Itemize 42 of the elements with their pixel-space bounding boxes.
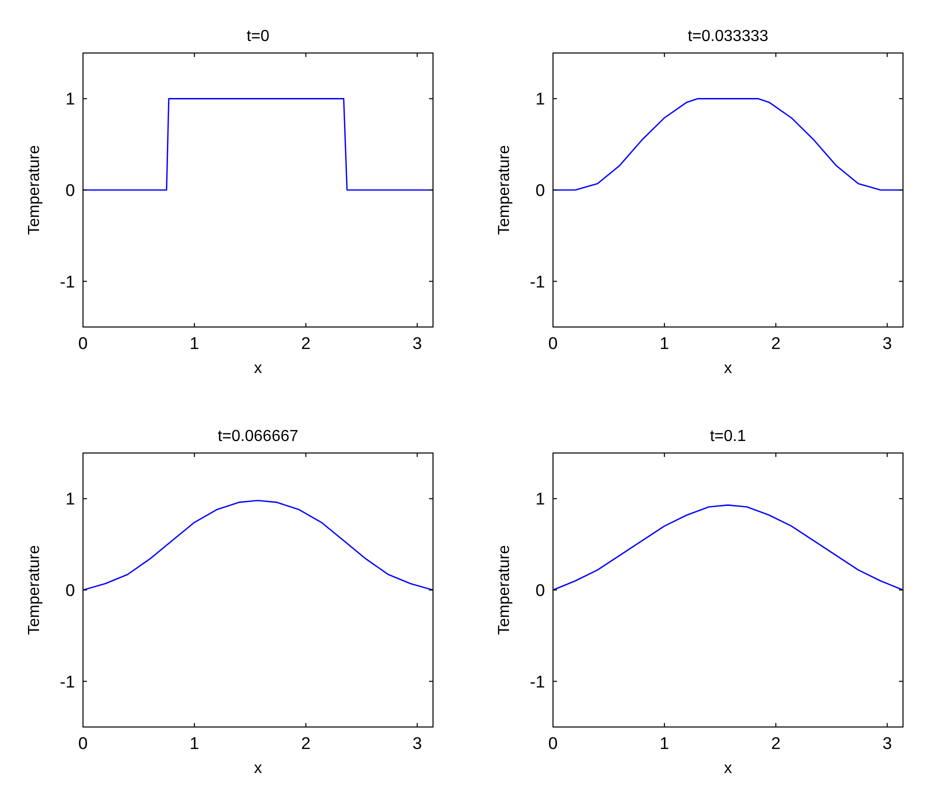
y-tick-label: -1 — [60, 272, 75, 292]
y-tick-label: 0 — [66, 180, 75, 200]
x-tick-label: 3 — [882, 334, 892, 353]
x-tick-label: 1 — [190, 334, 200, 353]
x-axis-title: x — [724, 760, 732, 777]
y-axis-title: Temperature — [26, 144, 43, 235]
x-tick-label: 3 — [882, 734, 892, 753]
x-tick-label: 2 — [301, 334, 311, 353]
y-tick-label: 1 — [66, 490, 75, 509]
y-axis-title: Temperature — [496, 544, 513, 635]
x-tick-label: 2 — [771, 334, 781, 353]
x-tick-label: 3 — [412, 334, 422, 353]
chart-title: t=0 — [246, 28, 270, 45]
x-tick-label: 2 — [771, 734, 781, 753]
x-tick-label: 0 — [78, 734, 88, 753]
x-axis-title: x — [254, 760, 262, 777]
y-tick-label: -1 — [60, 672, 75, 692]
line-series — [83, 500, 433, 591]
x-tick-label: 1 — [660, 334, 670, 353]
y-tick-label: 1 — [536, 90, 545, 109]
y-tick-label: 0 — [536, 180, 545, 200]
chart-title: t=0.033333 — [688, 28, 768, 45]
x-tick-label: 3 — [412, 734, 422, 753]
x-tick-label: 0 — [548, 334, 558, 353]
chart-title: t=0.1 — [710, 428, 746, 445]
x-tick-label: 2 — [301, 734, 311, 753]
y-tick-label: -1 — [530, 672, 545, 692]
y-tick-label: 0 — [536, 580, 545, 600]
x-axis-title: x — [724, 360, 732, 377]
y-tick-label: -1 — [530, 272, 545, 292]
x-tick-label: 1 — [190, 734, 200, 753]
chart-title: t=0.066667 — [218, 428, 298, 445]
y-axis-title: Temperature — [496, 144, 513, 235]
x-tick-label: 0 — [548, 734, 558, 753]
y-axis-title: Temperature — [26, 544, 43, 635]
line-series — [553, 504, 903, 591]
y-tick-label: 1 — [536, 490, 545, 509]
x-axis-title: x — [254, 360, 262, 377]
y-tick-label: 0 — [66, 580, 75, 600]
x-tick-label: 0 — [78, 334, 88, 353]
y-tick-label: 1 — [66, 90, 75, 109]
x-tick-label: 1 — [660, 734, 670, 753]
